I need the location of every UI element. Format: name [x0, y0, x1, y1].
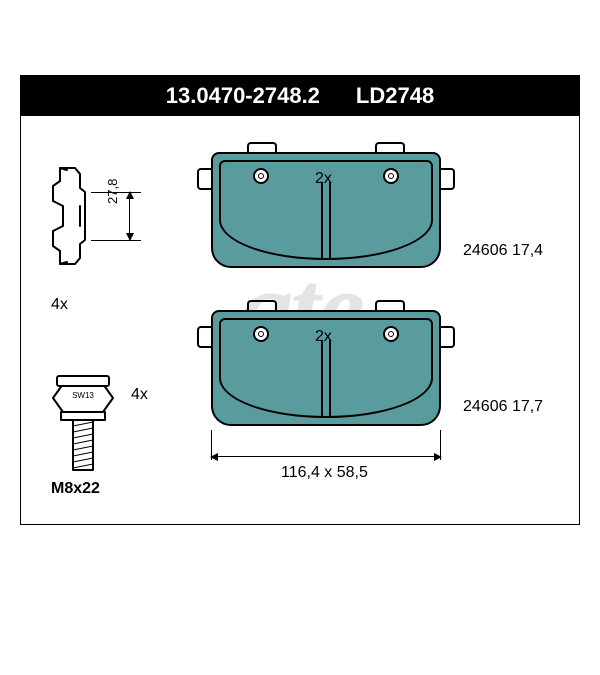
bolt-size: M8x22 [51, 480, 100, 498]
clip-height-dim: 27,8 [105, 179, 120, 204]
pad-dim-wh: 116,4 x 58,5 [281, 464, 368, 482]
title-bar: 13.0470-2748.2 LD2748 [21, 76, 579, 116]
bolt-hex-label: SW13 [72, 391, 94, 400]
pad-top-count: 2x [315, 170, 332, 188]
pad-top-spec: 24606 17,4 [463, 242, 543, 260]
brake-pad-top: 2x [211, 152, 441, 268]
brake-pad-bottom: 2x [211, 310, 441, 426]
bolt-component: SW13 [45, 366, 125, 491]
pad-bottom-spec: 24606 17,7 [463, 398, 543, 416]
clip-drawing [45, 156, 135, 276]
part-code: LD2748 [356, 83, 434, 109]
pad-bottom-count: 2x [315, 328, 332, 346]
bolt-count: 4x [131, 386, 148, 404]
bolt-drawing: SW13 [45, 366, 125, 486]
diagram-stage: 13.0470-2748.2 LD2748 ate 27,8 4x [20, 75, 580, 525]
clip-component: 27,8 [45, 156, 135, 281]
clip-count: 4x [51, 296, 68, 314]
part-number: 13.0470-2748.2 [166, 83, 320, 109]
